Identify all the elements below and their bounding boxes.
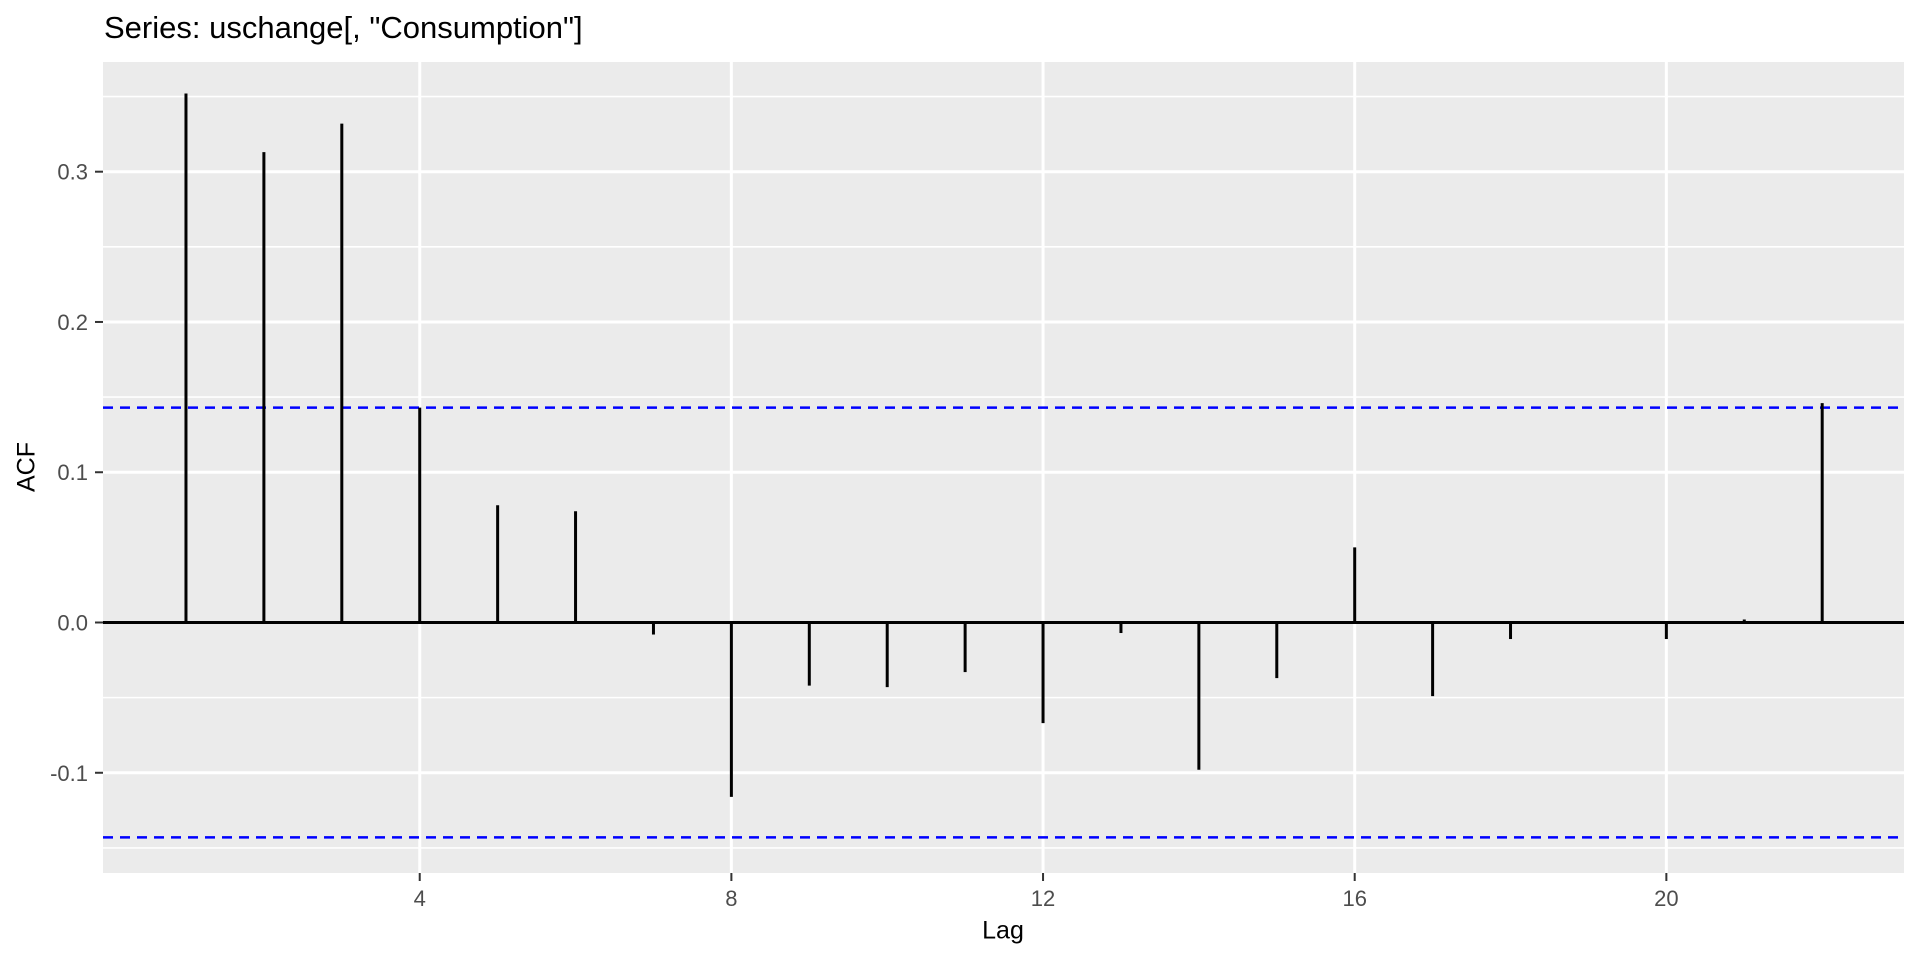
x-tick-label: 20 xyxy=(1654,886,1678,911)
x-tick-label: 12 xyxy=(1031,886,1055,911)
plot-title: Series: uschange[, "Consumption"] xyxy=(104,10,583,45)
x-axis-title: Lag xyxy=(982,916,1024,945)
y-tick-label: 0.1 xyxy=(57,460,88,485)
y-tick-label: -0.1 xyxy=(50,761,88,786)
x-tick-label: 4 xyxy=(414,886,426,911)
y-tick-label: 0.3 xyxy=(57,160,88,185)
panel-background xyxy=(103,62,1904,873)
y-tick-label: 0.0 xyxy=(57,611,88,636)
x-tick-label: 8 xyxy=(725,886,737,911)
x-tick-label: 16 xyxy=(1342,886,1366,911)
y-tick-label: 0.2 xyxy=(57,310,88,335)
